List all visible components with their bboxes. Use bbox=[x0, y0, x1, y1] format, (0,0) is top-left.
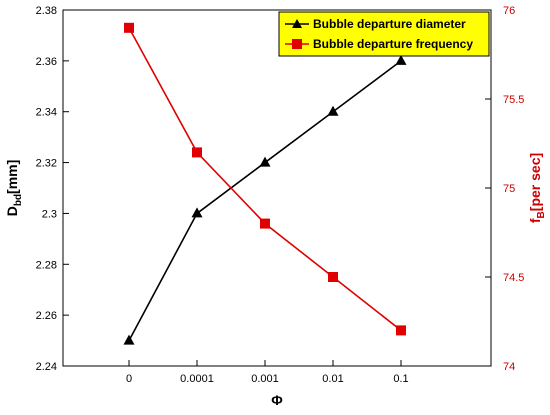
left-tick-label: 2.34 bbox=[36, 107, 57, 119]
legend-marker-square-icon bbox=[292, 39, 302, 49]
left-axis-title-subscript: bd bbox=[13, 194, 24, 206]
left-tick-label: 2.38 bbox=[36, 5, 57, 17]
frequency-point bbox=[328, 272, 338, 282]
right-tick-label: 75 bbox=[503, 183, 515, 195]
diameter-point bbox=[259, 156, 271, 167]
diameter-point bbox=[123, 334, 135, 345]
right-axis-title-subscript: B bbox=[536, 211, 547, 218]
x-tick-label: 0.0001 bbox=[180, 373, 214, 385]
left-axis-ticks: 2.24 2.26 2.28 2.3 2.32 2.34 2.36 2.38 bbox=[36, 5, 69, 373]
right-tick-label: 75.5 bbox=[503, 94, 524, 106]
left-tick-label: 2.32 bbox=[36, 158, 57, 170]
left-tick-label: 2.26 bbox=[36, 310, 57, 322]
frequency-point bbox=[396, 325, 406, 336]
right-tick-label: 76 bbox=[503, 5, 515, 17]
left-tick-label: 2.24 bbox=[36, 361, 57, 373]
x-axis-title: Φ bbox=[271, 392, 283, 408]
left-tick-label: 2.28 bbox=[36, 259, 57, 271]
left-axis-title-symbol: D bbox=[4, 206, 20, 216]
diameter-point bbox=[327, 105, 339, 116]
legend-box bbox=[278, 11, 490, 57]
x-tick-label: 0.001 bbox=[251, 373, 279, 385]
legend-label-diameter: Bubble departure diameter bbox=[313, 17, 466, 31]
diameter-point bbox=[395, 54, 407, 65]
plot-area bbox=[62, 9, 492, 367]
legend-marker-triangle-icon bbox=[292, 19, 302, 28]
left-tick-label: 2.3 bbox=[42, 208, 57, 220]
right-tick-label: 74 bbox=[503, 361, 515, 373]
right-axis-title-unit: [per sec] bbox=[527, 153, 543, 211]
frequency-point bbox=[124, 22, 134, 33]
left-axis-title-unit: [mm] bbox=[4, 160, 20, 194]
series-layer bbox=[123, 22, 407, 345]
right-axis-title-symbol: f bbox=[527, 218, 543, 223]
legend-label-frequency: Bubble departure frequency bbox=[313, 37, 473, 51]
right-axis-title: fB[per sec] bbox=[527, 153, 547, 223]
diameter-point bbox=[191, 207, 203, 218]
x-axis-ticks: 0 0.0001 0.001 0.01 0.1 bbox=[126, 360, 409, 385]
left-axis-title: Dbd[mm] bbox=[4, 160, 24, 217]
legend: Bubble departure diameter Bubble departu… bbox=[278, 11, 490, 57]
left-tick-label: 2.36 bbox=[36, 56, 57, 68]
x-tick-label: 0.1 bbox=[393, 373, 408, 385]
right-tick-label: 74.5 bbox=[503, 272, 524, 284]
right-axis-ticks: 74 74.5 75 75.5 76 bbox=[485, 5, 524, 373]
x-tick-label: 0.01 bbox=[322, 373, 343, 385]
frequency-point bbox=[192, 147, 202, 158]
x-tick-label: 0 bbox=[126, 373, 132, 385]
frequency-point bbox=[260, 218, 270, 229]
